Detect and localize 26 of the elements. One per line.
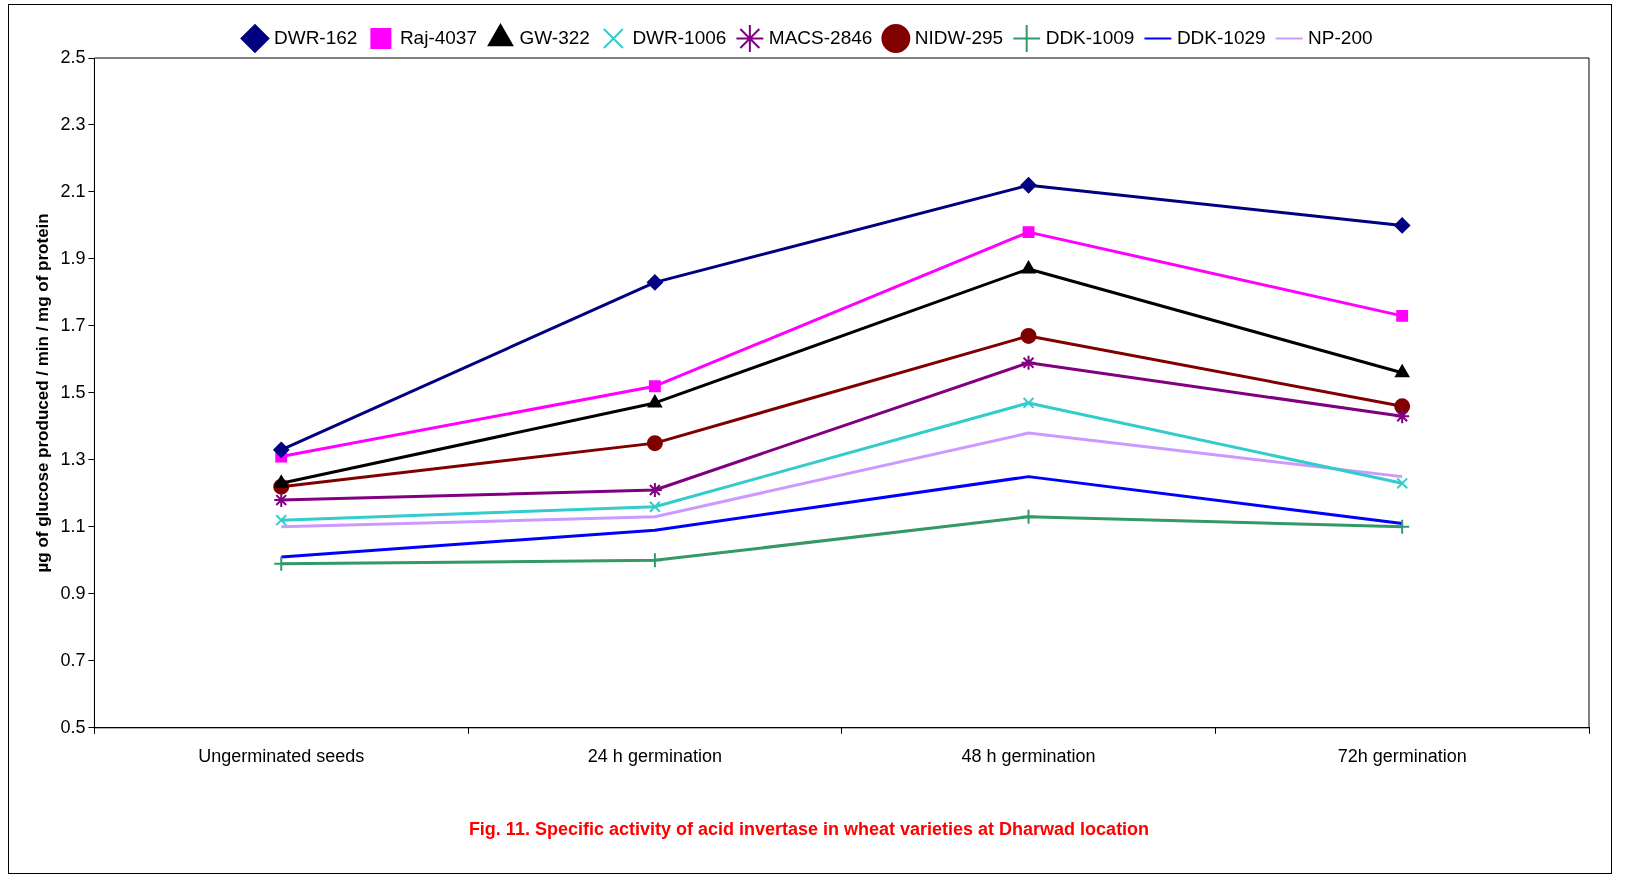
y-tick-label: 2.5	[60, 46, 86, 67]
x-tick-label: 48 h germination	[961, 745, 1096, 766]
y-tick-label: 2.3	[60, 113, 86, 134]
y-tick-label: 0.9	[60, 582, 86, 603]
y-tick-label: 2.1	[60, 180, 86, 201]
y-tick-label: 0.7	[60, 649, 86, 670]
legend-label: MACS-2846	[768, 26, 873, 48]
legend-label: DDK-1029	[1176, 26, 1266, 48]
y-tick-label: 1.1	[60, 515, 86, 536]
y-axis-title: µg of glucose produced / min / mg of protein	[32, 213, 52, 573]
y-tick-label: 0.5	[60, 716, 86, 737]
y-tick-label: 1.3	[60, 448, 86, 469]
legend-label: DDK-1009	[1045, 26, 1135, 48]
y-tick-label: 1.7	[60, 314, 86, 335]
x-tick-label: 72h germination	[1337, 745, 1467, 766]
legend-label: Raj-4037	[399, 26, 477, 48]
y-tick-label: 1.5	[60, 381, 86, 402]
x-tick-label: 24 h germination	[587, 745, 722, 766]
legend-label: DWR-162	[273, 26, 358, 48]
x-tick-label: Ungerminated seeds	[198, 745, 365, 766]
legend-label: NP-200	[1308, 26, 1373, 48]
text: Fig. 11. Specific activity of acid invertase in wheat varieties at Dharwad location	[468, 819, 1150, 840]
legend-label: GW-322	[519, 26, 590, 48]
legend-label: NIDW-295	[914, 26, 1004, 48]
y-tick-label: 1.9	[60, 247, 86, 268]
legend-label: DWR-1006	[632, 26, 727, 48]
